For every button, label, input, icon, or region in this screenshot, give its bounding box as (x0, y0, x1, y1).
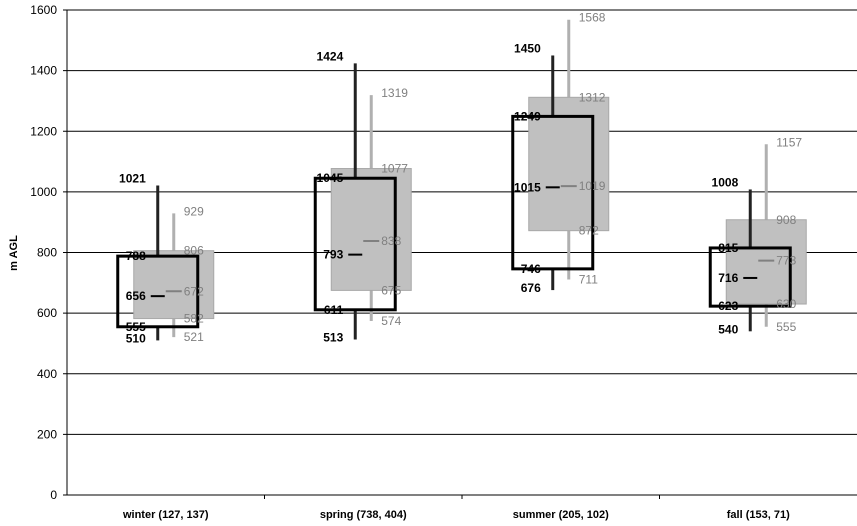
gray-value-label-median: 672 (184, 284, 204, 298)
gray-value-label-max: 1568 (579, 11, 606, 25)
y-tick-label: 200 (37, 427, 57, 441)
gray-box (330, 168, 412, 291)
black-value-label-median: 793 (323, 248, 343, 262)
gray-value-label-q1: 630 (776, 297, 796, 311)
black-value-label-q3: 1045 (317, 171, 344, 185)
y-tick-label: 800 (37, 246, 57, 260)
black-value-label-max: 1021 (119, 172, 146, 186)
gray-value-label-q1: 675 (381, 283, 401, 297)
black-value-label-q1: 555 (126, 320, 146, 334)
gray-box (725, 219, 807, 305)
y-tick-label: 1200 (30, 124, 57, 138)
black-value-label-q1: 746 (521, 262, 541, 276)
black-value-label-q3: 1249 (514, 109, 541, 123)
gray-value-label-q3: 1312 (579, 90, 606, 104)
gray-value-label-q3: 1077 (381, 162, 408, 176)
gray-box (528, 96, 610, 232)
y-tick-label: 1400 (30, 64, 57, 78)
black-value-label-max: 1008 (712, 175, 739, 189)
x-category-label: winter (127, 137) (122, 509, 209, 521)
black-box (511, 114, 595, 271)
y-tick-label: 1600 (30, 3, 57, 17)
black-box (708, 246, 792, 308)
gray-value-label-min: 574 (381, 314, 401, 328)
black-box (313, 176, 397, 312)
black-box (116, 254, 200, 329)
boxes (116, 19, 807, 341)
black-value-label-q1: 623 (718, 299, 738, 313)
gray-value-label-q3: 908 (776, 213, 796, 227)
black-value-label-median: 1015 (514, 180, 541, 194)
gray-value-label-q1: 872 (579, 224, 599, 238)
gray-value-label-min: 711 (579, 272, 598, 286)
gray-value-label-max: 1157 (776, 135, 802, 149)
y-tick-label: 400 (37, 367, 57, 381)
gray-value-label-median: 838 (381, 234, 401, 248)
black-value-label-q3: 788 (126, 249, 146, 263)
gray-value-label-q1: 582 (184, 312, 204, 326)
black-value-label-min: 510 (126, 331, 146, 345)
x-axis: winter (127, 137) spring (738, 404) summer… (122, 495, 790, 521)
black-value-label-median: 656 (126, 289, 146, 303)
value-labels: 1021788656555510142410457936115131450124… (119, 11, 802, 346)
y-tick-label: 600 (37, 306, 57, 320)
x-category-label: fall (153, 71) (727, 509, 790, 521)
black-value-label-q3: 815 (718, 241, 738, 255)
x-category-label: summer (205, 102) (513, 509, 609, 521)
gray-box (133, 250, 215, 320)
y-axis-label: m AGL (8, 235, 20, 271)
x-category-label: spring (738, 404) (320, 509, 407, 521)
y-axis-ticks: 0 200 400 600 800 1000 1200 1400 1600 (30, 3, 67, 502)
gray-value-label-min: 555 (776, 320, 796, 334)
gray-value-label-min: 521 (184, 330, 204, 344)
gray-value-label-max: 1319 (381, 86, 408, 100)
black-value-label-median: 716 (718, 271, 738, 285)
black-value-label-min: 540 (718, 322, 738, 336)
black-value-label-q1: 611 (324, 303, 344, 317)
gray-value-label-max: 929 (184, 204, 204, 218)
black-value-label-max: 1450 (514, 41, 541, 55)
gray-value-label-q3: 806 (184, 244, 204, 258)
y-tick-label: 0 (50, 488, 57, 502)
black-value-label-max: 1424 (317, 49, 344, 63)
black-value-label-min: 676 (521, 281, 541, 295)
gray-value-label-median: 1019 (579, 179, 606, 193)
gray-value-label-median: 773 (776, 254, 796, 268)
black-value-label-min: 513 (323, 330, 343, 344)
y-tick-label: 1000 (30, 185, 57, 199)
